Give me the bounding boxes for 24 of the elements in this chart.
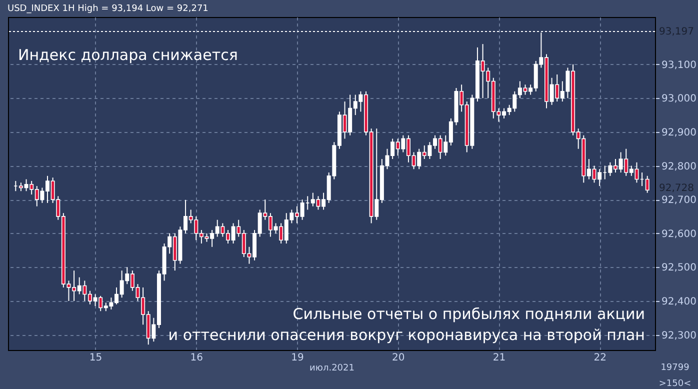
y-tick-label: 93,000 bbox=[662, 94, 696, 105]
y-tick-label: 92,800 bbox=[662, 161, 696, 172]
y-tick-label: 92,600 bbox=[662, 228, 696, 240]
ref-line-label: 93,197 bbox=[659, 26, 694, 38]
y-tick-label: 92,700 bbox=[662, 195, 696, 206]
x-tick-label: 19 bbox=[291, 352, 304, 364]
candlestick bbox=[645, 175, 650, 194]
annotation: Индекс доллара снижается bbox=[18, 46, 238, 64]
chart-title: USD_INDEX 1H High = 93,194 Low = 92,271 bbox=[8, 4, 208, 14]
y-tick-label: 92,500 bbox=[662, 262, 696, 274]
text: 19799 bbox=[660, 363, 690, 373]
x-tick-label: 22 bbox=[594, 352, 606, 364]
text: 92,728 bbox=[659, 183, 694, 194]
y-tick-label: 92,900 bbox=[662, 127, 696, 138]
text: >150< bbox=[658, 379, 692, 389]
y-tick-label: 92,400 bbox=[662, 296, 696, 308]
x-tick-label: 21 bbox=[492, 352, 506, 364]
x-tick-label: 20 bbox=[392, 352, 405, 364]
x-axis-title: июл.2021 bbox=[310, 364, 354, 374]
annotation: Сильные отчеты о прибылях подняли акции и оттеснили опасения вокруг коронавируса на второй план bbox=[168, 305, 645, 344]
x-tick-label: 16 bbox=[190, 352, 204, 364]
y-tick-label: 92,300 bbox=[662, 330, 696, 342]
x-tick-label: 15 bbox=[89, 352, 102, 364]
y-tick-label: 93,100 bbox=[662, 60, 696, 71]
